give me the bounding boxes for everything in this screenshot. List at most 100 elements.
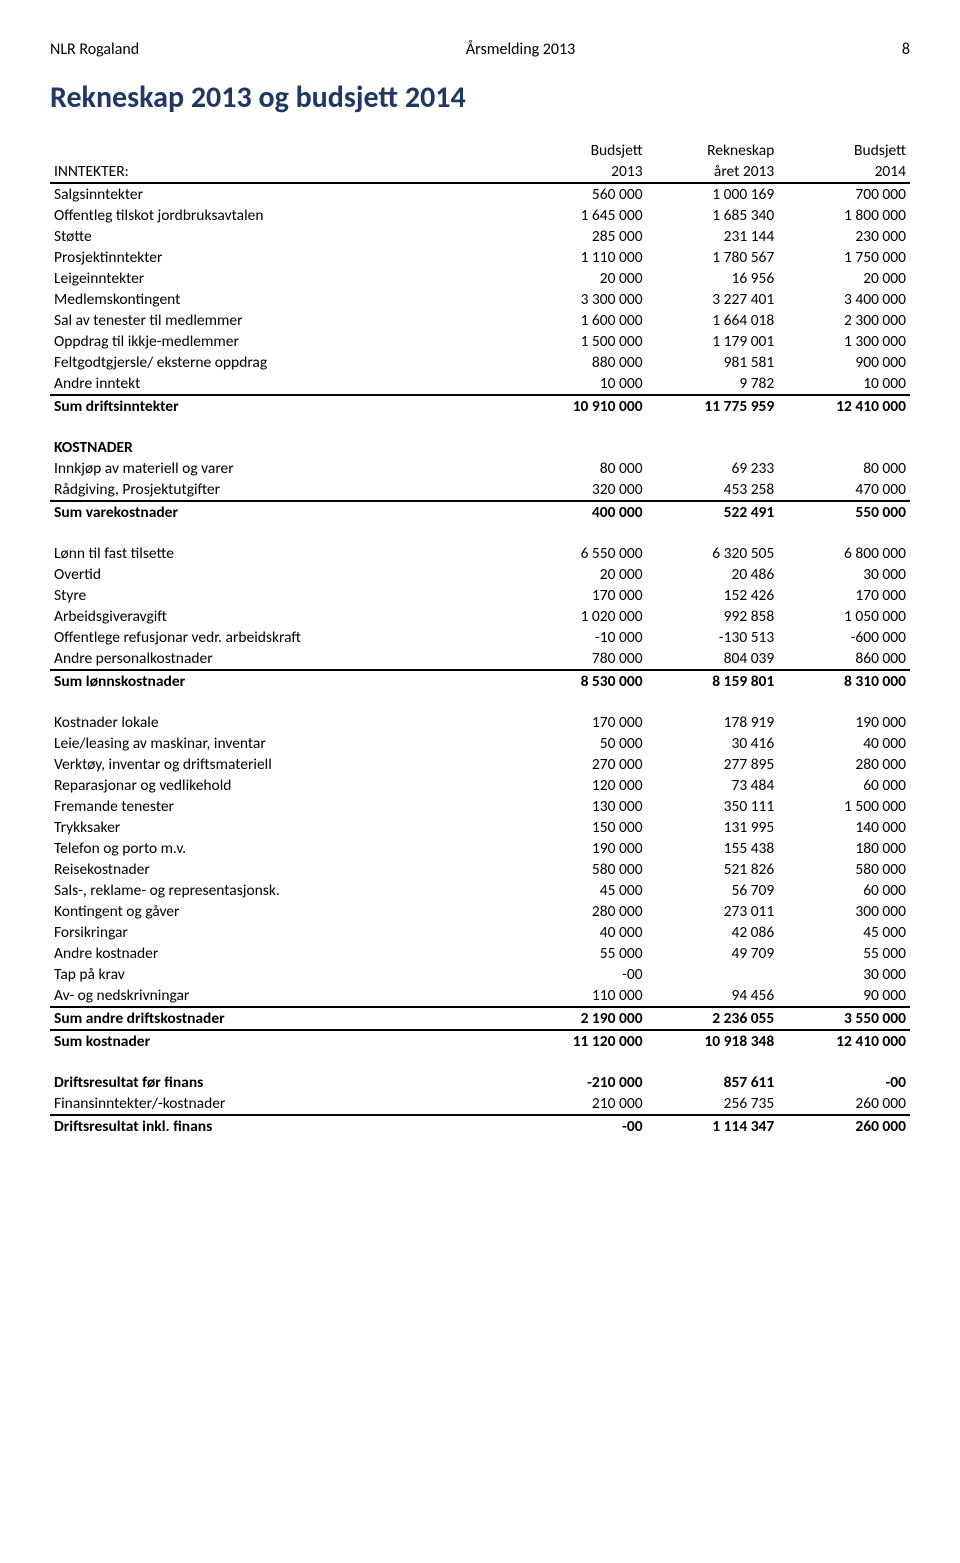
row-value: 273 011 bbox=[647, 901, 779, 922]
table-row: Driftsresultat inkl. finans-001 114 3472… bbox=[50, 1115, 910, 1137]
table-row: Oppdrag til ikkje-medlemmer1 500 0001 17… bbox=[50, 331, 910, 352]
table-row: Salgsinntekter560 0001 000 169700 000 bbox=[50, 183, 910, 205]
row-value: 20 486 bbox=[647, 564, 779, 585]
row-value: 178 919 bbox=[647, 712, 779, 733]
table-row: Forsikringar40 00042 08645 000 bbox=[50, 922, 910, 943]
row-label: Verktøy, inventar og driftsmateriell bbox=[50, 754, 515, 775]
row-label: Offentleg tilskot jordbruksavtalen bbox=[50, 205, 515, 226]
row-label: Medlemskontingent bbox=[50, 289, 515, 310]
table-row: Av- og nedskrivningar110 00094 45690 000 bbox=[50, 985, 910, 1007]
row-label: Sum driftsinntekter bbox=[50, 395, 515, 417]
row-label: Av- og nedskrivningar bbox=[50, 985, 515, 1007]
row-value: 550 000 bbox=[778, 501, 910, 523]
spacer-row bbox=[50, 692, 910, 712]
row-value: 10 000 bbox=[778, 373, 910, 395]
row-label: Leigeinntekter bbox=[50, 268, 515, 289]
row-label bbox=[50, 140, 515, 161]
row-value: 1 179 001 bbox=[647, 331, 779, 352]
table-row: Sum andre driftskostnader2 190 0002 236 … bbox=[50, 1007, 910, 1030]
row-value: 180 000 bbox=[778, 838, 910, 859]
row-label: Sum varekostnader bbox=[50, 501, 515, 523]
row-value: 3 227 401 bbox=[647, 289, 779, 310]
row-value: 12 410 000 bbox=[778, 1030, 910, 1052]
row-value: 1 800 000 bbox=[778, 205, 910, 226]
row-value: 20 000 bbox=[778, 268, 910, 289]
table-row: Reparasjonar og vedlikehold120 00073 484… bbox=[50, 775, 910, 796]
row-value: 20 000 bbox=[515, 564, 647, 585]
row-value: 1 500 000 bbox=[778, 796, 910, 817]
row-value: 11 120 000 bbox=[515, 1030, 647, 1052]
row-label: KOSTNADER bbox=[50, 437, 515, 458]
row-value: 56 709 bbox=[647, 880, 779, 901]
row-value: 94 456 bbox=[647, 985, 779, 1007]
row-value: -10 000 bbox=[515, 627, 647, 648]
row-value: 285 000 bbox=[515, 226, 647, 247]
row-value: 521 826 bbox=[647, 859, 779, 880]
table-row: Finansinntekter/-kostnader210 000256 735… bbox=[50, 1093, 910, 1115]
row-value: 140 000 bbox=[778, 817, 910, 838]
row-value: 700 000 bbox=[778, 183, 910, 205]
row-value: 50 000 bbox=[515, 733, 647, 754]
row-value: 6 320 505 bbox=[647, 543, 779, 564]
row-value: -00 bbox=[515, 964, 647, 985]
table-row: Overtid20 00020 48630 000 bbox=[50, 564, 910, 585]
row-value: 560 000 bbox=[515, 183, 647, 205]
row-label: Feltgodtgjersle/ eksterne oppdrag bbox=[50, 352, 515, 373]
row-value: Rekneskap bbox=[647, 140, 779, 161]
row-value: 49 709 bbox=[647, 943, 779, 964]
table-row: BudsjettRekneskapBudsjett bbox=[50, 140, 910, 161]
row-value: 880 000 bbox=[515, 352, 647, 373]
row-label: Forsikringar bbox=[50, 922, 515, 943]
row-value: 6 800 000 bbox=[778, 543, 910, 564]
row-value: 170 000 bbox=[515, 712, 647, 733]
row-value: 3 300 000 bbox=[515, 289, 647, 310]
row-label: Driftsresultat før finans bbox=[50, 1072, 515, 1093]
row-value: 1 750 000 bbox=[778, 247, 910, 268]
row-label: Andre kostnader bbox=[50, 943, 515, 964]
row-label: INNTEKTER: bbox=[50, 161, 515, 183]
row-value: -00 bbox=[778, 1072, 910, 1093]
row-value: 1 685 340 bbox=[647, 205, 779, 226]
row-label: Sum andre driftskostnader bbox=[50, 1007, 515, 1030]
table-row: Arbeidsgiveravgift1 020 000992 8581 050 … bbox=[50, 606, 910, 627]
row-value: 8 310 000 bbox=[778, 670, 910, 692]
row-value: 260 000 bbox=[778, 1115, 910, 1137]
row-value: 580 000 bbox=[515, 859, 647, 880]
table-row: Lønn til fast tilsette6 550 0006 320 505… bbox=[50, 543, 910, 564]
row-value: 155 438 bbox=[647, 838, 779, 859]
table-row: Feltgodtgjersle/ eksterne oppdrag880 000… bbox=[50, 352, 910, 373]
header-left: NLR Rogaland bbox=[50, 40, 139, 59]
row-value: 1 645 000 bbox=[515, 205, 647, 226]
row-value: 1 114 347 bbox=[647, 1115, 779, 1137]
row-value: 110 000 bbox=[515, 985, 647, 1007]
row-value: 1 110 000 bbox=[515, 247, 647, 268]
row-value: Budsjett bbox=[515, 140, 647, 161]
table-row: Sal av tenester til medlemmer1 600 0001 … bbox=[50, 310, 910, 331]
row-value: 580 000 bbox=[778, 859, 910, 880]
row-value: 60 000 bbox=[778, 880, 910, 901]
row-label: Andre inntekt bbox=[50, 373, 515, 395]
row-value: 470 000 bbox=[778, 479, 910, 501]
table-row: Kostnader lokale170 000178 919190 000 bbox=[50, 712, 910, 733]
spacer-row bbox=[50, 417, 910, 437]
row-value: 12 410 000 bbox=[778, 395, 910, 417]
row-value: 350 111 bbox=[647, 796, 779, 817]
table-row: Sum lønnskostnader8 530 0008 159 8018 31… bbox=[50, 670, 910, 692]
table-row: Medlemskontingent3 300 0003 227 4013 400… bbox=[50, 289, 910, 310]
table-row: Støtte285 000231 144230 000 bbox=[50, 226, 910, 247]
row-value: 300 000 bbox=[778, 901, 910, 922]
row-label: Støtte bbox=[50, 226, 515, 247]
table-row: Tap på krav-0030 000 bbox=[50, 964, 910, 985]
table-row: Rådgiving, Prosjektutgifter320 000453 25… bbox=[50, 479, 910, 501]
row-label: Sal av tenester til medlemmer bbox=[50, 310, 515, 331]
row-value: 270 000 bbox=[515, 754, 647, 775]
table-row: INNTEKTER:2013året 20132014 bbox=[50, 161, 910, 183]
row-label: Kostnader lokale bbox=[50, 712, 515, 733]
row-value: 8 530 000 bbox=[515, 670, 647, 692]
table-row: Sum driftsinntekter10 910 00011 775 9591… bbox=[50, 395, 910, 417]
row-value: 90 000 bbox=[778, 985, 910, 1007]
row-label: Offentlege refusjonar vedr. arbeidskraft bbox=[50, 627, 515, 648]
row-value: 260 000 bbox=[778, 1093, 910, 1115]
row-label: Sum kostnader bbox=[50, 1030, 515, 1052]
row-label: Trykksaker bbox=[50, 817, 515, 838]
